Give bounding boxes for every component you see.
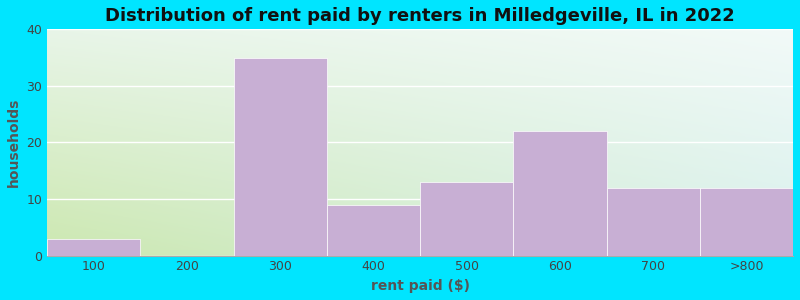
Bar [606, 188, 700, 256]
X-axis label: rent paid ($): rent paid ($) [370, 279, 470, 293]
Bar [420, 182, 514, 256]
Y-axis label: households: households [7, 98, 21, 187]
Bar [234, 58, 327, 256]
Bar [700, 188, 793, 256]
Title: Distribution of rent paid by renters in Milledgeville, IL in 2022: Distribution of rent paid by renters in … [106, 7, 735, 25]
Bar [514, 131, 606, 256]
Bar [47, 239, 141, 256]
Bar [327, 205, 420, 256]
